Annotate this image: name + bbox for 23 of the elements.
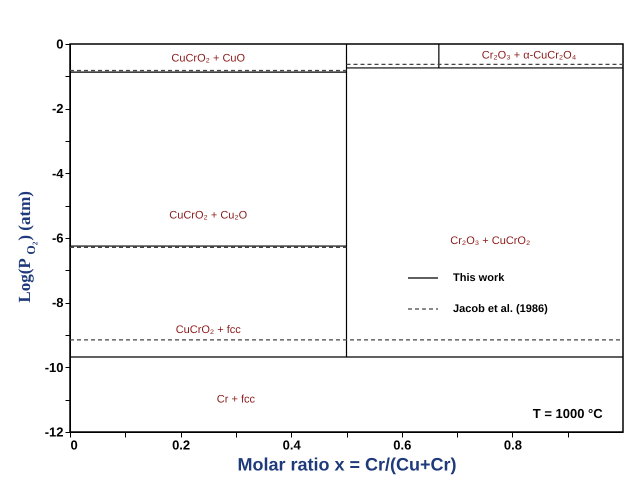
legend-label: This work [453, 272, 506, 284]
y-tick-label: -2 [52, 101, 64, 116]
y-tick-label: -8 [52, 295, 64, 310]
x-tick-label: 0 [70, 438, 78, 452]
x-tick-label: 0.6 [393, 438, 412, 452]
annotation: CuCrO₂ + CuO [171, 52, 246, 65]
x-tick-label: 0.4 [282, 438, 302, 452]
y-axis-title: Log(PO₂) (atm) [15, 191, 38, 303]
annotation: CuCrO₂ + Cu₂O [169, 209, 248, 222]
y-tick-label: -6 [52, 230, 64, 246]
x-tick-label: 0.2 [172, 438, 190, 452]
annotation: Cr₂O₃ + α-CuCr₂O₄ [482, 49, 577, 62]
annotation: CuCrO₂ + fcc [176, 324, 242, 336]
y-tick-label: -10 [44, 360, 64, 375]
annotation: Cr + fcc [216, 394, 256, 406]
x-tick-label: 0.8 [504, 438, 522, 452]
y-tick-label: -12 [44, 424, 64, 440]
y-tick-label: 0 [56, 36, 64, 52]
x-axis-title: Molar ratio x = Cr/(Cu+Cr) [237, 454, 457, 474]
annotation: T = 1000 °C [532, 406, 604, 422]
annotation: Cr₂O₃ + CuCrO₂ [450, 235, 530, 248]
legend-label: Jacob et al. (1986) [453, 303, 548, 315]
y-tick-label: -4 [52, 166, 64, 181]
